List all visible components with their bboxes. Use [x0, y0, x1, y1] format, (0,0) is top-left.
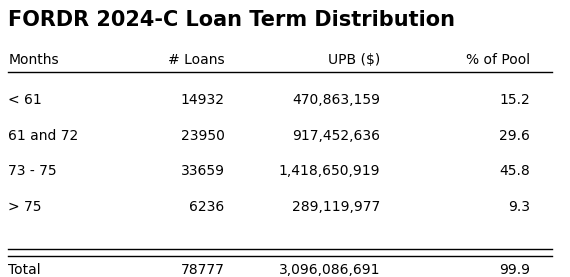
Text: 78777: 78777: [181, 263, 225, 277]
Text: Months: Months: [9, 53, 59, 67]
Text: 6236: 6236: [189, 200, 225, 214]
Text: 45.8: 45.8: [499, 164, 530, 178]
Text: 29.6: 29.6: [499, 129, 530, 143]
Text: 9.3: 9.3: [508, 200, 530, 214]
Text: 3,096,086,691: 3,096,086,691: [279, 263, 380, 277]
Text: UPB ($): UPB ($): [328, 53, 380, 67]
Text: 61 and 72: 61 and 72: [9, 129, 79, 143]
Text: 15.2: 15.2: [499, 93, 530, 107]
Text: < 61: < 61: [9, 93, 42, 107]
Text: 470,863,159: 470,863,159: [292, 93, 380, 107]
Text: 917,452,636: 917,452,636: [292, 129, 380, 143]
Text: 23950: 23950: [181, 129, 225, 143]
Text: 14932: 14932: [181, 93, 225, 107]
Text: % of Pool: % of Pool: [466, 53, 530, 67]
Text: 73 - 75: 73 - 75: [9, 164, 57, 178]
Text: 289,119,977: 289,119,977: [292, 200, 380, 214]
Text: Total: Total: [9, 263, 41, 277]
Text: # Loans: # Loans: [168, 53, 225, 67]
Text: 99.9: 99.9: [499, 263, 530, 277]
Text: FORDR 2024-C Loan Term Distribution: FORDR 2024-C Loan Term Distribution: [9, 10, 455, 30]
Text: 33659: 33659: [181, 164, 225, 178]
Text: 1,418,650,919: 1,418,650,919: [279, 164, 380, 178]
Text: > 75: > 75: [9, 200, 42, 214]
